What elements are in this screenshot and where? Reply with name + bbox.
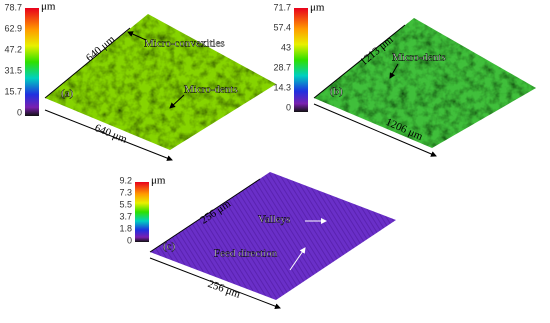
- colorbar-unit: μm: [151, 175, 166, 187]
- colorbar-tick: 3.7: [119, 211, 132, 221]
- annotation-arrow: [289, 247, 306, 271]
- axis-line: [44, 27, 131, 99]
- colorbar-unit: μm: [41, 1, 56, 13]
- colorbar-tick: 0: [286, 102, 291, 112]
- surface: [314, 18, 536, 148]
- panel-label: (a): [61, 88, 74, 100]
- colorbar: [25, 8, 39, 116]
- surface: [45, 14, 276, 150]
- annotation: Micro-convexities: [144, 38, 225, 50]
- colorbar-tick: 31.5: [4, 65, 22, 75]
- colorbar-tick: 57.4: [273, 22, 291, 32]
- colorbar-tick: 28.7: [273, 62, 291, 72]
- panel-label: (b): [330, 86, 343, 98]
- axis-line: [313, 24, 406, 99]
- panel-a: μm 78.7 62.9 47.2 31.5 15.7 0 640 μm 640…: [4, 1, 276, 161]
- annotation: Valleys: [258, 214, 290, 226]
- annotation-arrow: [389, 63, 399, 79]
- colorbar: [135, 182, 149, 242]
- axis-line: [149, 178, 261, 253]
- panel-c: μm 9.2 7.3 5.5 3.7 1.8 0 256 μm 256 μm (…: [119, 172, 396, 310]
- surface: [150, 172, 396, 300]
- colorbar-tick: 62.9: [4, 23, 22, 33]
- colorbar-tick: 47.2: [4, 44, 22, 54]
- annotation-arrow: [127, 31, 147, 41]
- annotation: Feed direction: [214, 248, 278, 260]
- colorbar-tick: 0: [17, 107, 22, 117]
- axis-arrow: [149, 257, 281, 310]
- colorbar-tick: 5.5: [119, 199, 132, 209]
- colorbar-tick: 71.7: [273, 2, 291, 12]
- annotation: Micro-dents: [392, 52, 446, 64]
- annotation-arrow: [169, 94, 185, 109]
- panel-b: μm 71.7 57.4 43 28.7 14.3 0 1213 μm 1206…: [273, 2, 536, 157]
- colorbar-tick: 14.3: [273, 82, 291, 92]
- colorbar-tick: 7.3: [119, 187, 132, 197]
- annotation: Micro-dents: [184, 84, 238, 96]
- colorbar-unit: μm: [310, 2, 325, 14]
- colorbar-tick: 0: [127, 235, 132, 245]
- axis-arrow: [313, 103, 437, 157]
- panel-label: (c): [163, 241, 176, 253]
- colorbar-tick: 43: [281, 42, 291, 52]
- colorbar-tick: 9.2: [119, 175, 132, 185]
- colorbar-tick: 78.7: [4, 2, 22, 12]
- colorbar: [294, 8, 308, 112]
- colorbar-tick: 15.7: [4, 86, 22, 96]
- axis-arrow: [44, 109, 173, 161]
- colorbar-tick: 1.8: [119, 223, 132, 233]
